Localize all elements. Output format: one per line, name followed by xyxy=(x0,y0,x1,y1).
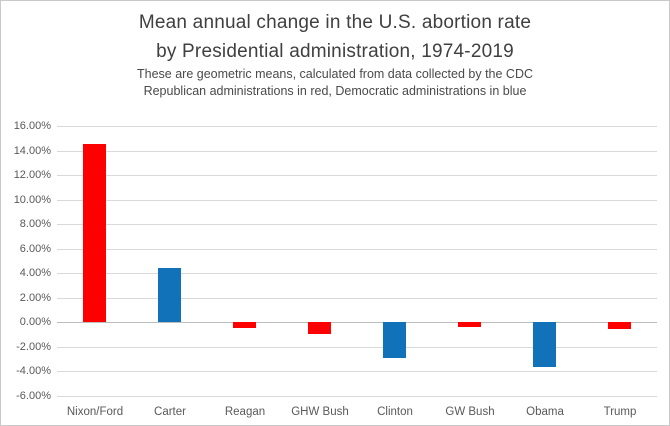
x-label-clinton: Clinton xyxy=(377,406,413,418)
gridline xyxy=(57,224,657,225)
gridline xyxy=(57,175,657,176)
y-tick-label: 14.00% xyxy=(13,145,51,157)
chart-title-line-2: by Presidential administration, 1974-201… xyxy=(156,41,514,62)
x-label-gw-bush: GW Bush xyxy=(445,406,495,418)
gridline xyxy=(57,371,657,372)
zero-axis-line xyxy=(57,322,657,323)
gridline xyxy=(57,151,657,152)
gridline xyxy=(57,126,657,127)
y-tick-label: 6.00% xyxy=(19,243,51,255)
x-label-trump: Trump xyxy=(603,406,637,418)
bar-gw-bush xyxy=(458,322,481,327)
gridline xyxy=(57,396,657,397)
bar-trump xyxy=(608,322,631,329)
y-tick-label: 2.00% xyxy=(19,292,51,304)
chart-header: Mean annual change in the U.S. abortion … xyxy=(1,8,669,100)
bar-clinton xyxy=(383,322,406,358)
y-tick-label: 12.00% xyxy=(13,169,51,181)
bar-reagan xyxy=(233,322,256,328)
y-tick-label: -4.00% xyxy=(16,365,51,377)
y-tick-label: 16.00% xyxy=(13,120,51,132)
bar-obama xyxy=(533,322,556,367)
y-tick-label: 8.00% xyxy=(19,218,51,230)
gridline xyxy=(57,273,657,274)
gridline xyxy=(57,200,657,201)
y-tick-label: 0.00% xyxy=(19,316,51,328)
gridline xyxy=(57,249,657,250)
bar-ghw-bush xyxy=(308,322,331,334)
y-tick-label: -2.00% xyxy=(16,341,51,353)
x-label-obama: Obama xyxy=(526,406,564,418)
bar-nixon-ford xyxy=(83,144,106,322)
bar-carter xyxy=(158,268,181,322)
y-tick-label: 4.00% xyxy=(19,267,51,279)
chart-subtitle-line-2: Republican administrations in red, Democ… xyxy=(143,84,527,98)
y-tick-label: -6.00% xyxy=(16,390,51,402)
gridline xyxy=(57,347,657,348)
x-label-reagan: Reagan xyxy=(224,406,266,418)
gridline xyxy=(57,298,657,299)
chart-subtitle-line-1: These are geometric means, calculated fr… xyxy=(136,67,534,81)
x-label-ghw-bush: GHW Bush xyxy=(291,406,349,418)
x-label-nixon-ford: Nixon/Ford xyxy=(66,406,124,418)
y-tick-label: 10.00% xyxy=(13,194,51,206)
x-label-carter: Carter xyxy=(154,406,186,418)
chart-title-line-1: Mean annual change in the U.S. abortion … xyxy=(138,12,532,33)
